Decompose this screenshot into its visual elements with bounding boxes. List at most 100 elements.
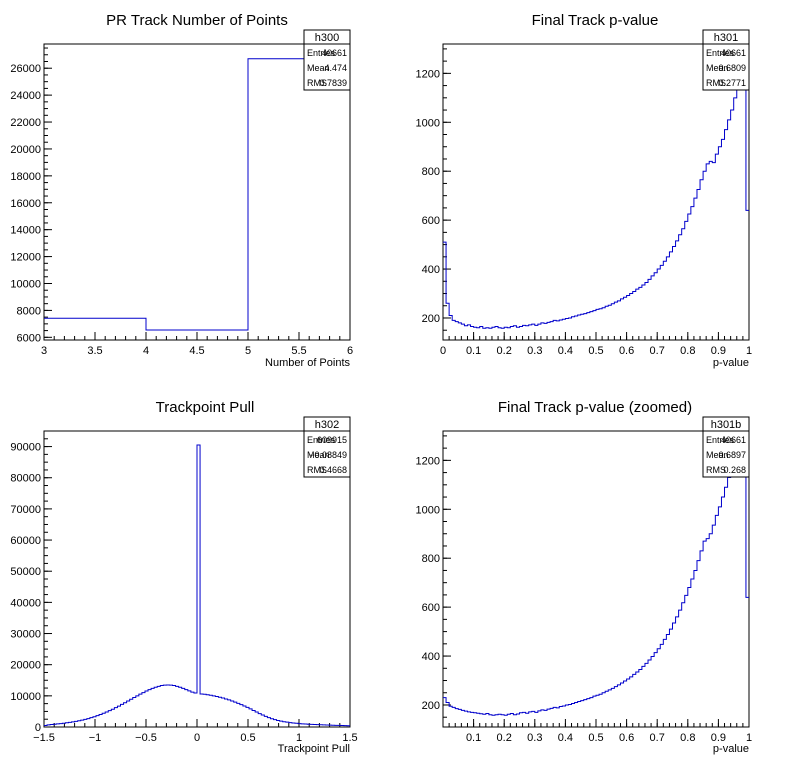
stats-label: RMS [706, 78, 726, 88]
y-tick-label: 14000 [10, 225, 41, 237]
stats-name: h302 [315, 419, 339, 431]
x-tick-label: 0.6 [619, 732, 634, 744]
x-tick-label: −0.5 [135, 732, 157, 744]
x-tick-label: 3 [41, 345, 47, 357]
x-axis-label: Number of Points [265, 357, 350, 369]
x-tick-label: 4.5 [189, 345, 204, 357]
y-tick-label: 600 [422, 602, 440, 614]
x-tick-label: 5.5 [291, 345, 306, 357]
stats-label: Mean [706, 63, 729, 73]
y-tick-label: 1200 [416, 68, 440, 80]
x-tick-label: 0.8 [680, 345, 695, 357]
histogram-line [44, 58, 350, 331]
y-tick-label: 50000 [10, 566, 41, 578]
y-tick-label: 6000 [17, 332, 41, 344]
y-tick-label: 400 [422, 651, 440, 663]
stats-label: RMS [307, 78, 327, 88]
x-tick-label: 0.9 [711, 732, 726, 744]
y-tick-label: 26000 [10, 63, 41, 75]
stats-value: 0.6897 [718, 450, 746, 460]
stats-label: Mean [307, 63, 330, 73]
stats-value: 0.268 [723, 465, 746, 475]
y-tick-label: 200 [422, 313, 440, 325]
y-tick-label: 70000 [10, 504, 41, 516]
stats-name: h301b [711, 419, 742, 431]
x-tick-label: 0.2 [497, 732, 512, 744]
histogram-line [443, 75, 749, 329]
y-tick-label: 0 [35, 722, 41, 734]
panel-final-track-p-value-zoomed: Final Track p-value (zoomed) 0.1 0.2 0.3 0.… [416, 399, 753, 755]
x-tick-label: 0 [440, 345, 446, 357]
axis-ticks: 3 3.5 4 4.5 5 5.5 6 6000 8000 10000 12000 14000 1600… [10, 47, 353, 357]
y-tick-label: 600 [422, 215, 440, 227]
y-tick-label: 60000 [10, 535, 41, 547]
y-tick-label: 800 [422, 553, 440, 565]
y-tick-label: 20000 [10, 660, 41, 672]
y-tick-label: 22000 [10, 117, 41, 129]
x-tick-label: −1.5 [33, 732, 55, 744]
x-tick-label: 0.9 [711, 345, 726, 357]
y-tick-label: 16000 [10, 198, 41, 210]
y-tick-label: 12000 [10, 252, 41, 264]
stats-name: h300 [315, 32, 339, 44]
y-tick-label: 1200 [416, 455, 440, 467]
x-tick-label: 0.2 [497, 345, 512, 357]
axis-ticks: 0 0.1 0.2 0.3 0.4 0.5 0.6 0.7 0.8 0.9 120040060080… [416, 48, 752, 357]
x-tick-label: 1 [296, 732, 302, 744]
stats-label: Entries [706, 48, 735, 58]
x-tick-label: 6 [347, 345, 353, 357]
y-tick-label: 40000 [10, 597, 41, 609]
histogram-line [443, 450, 749, 716]
panel-trackpoint-pull: Trackpoint Pull −1.5 −1 −0.5 0 0.5 1 1.5 0 10000… [10, 399, 357, 755]
x-tick-label: 0.5 [588, 732, 603, 744]
stats-label: RMS [307, 465, 327, 475]
stats-label: Entries [307, 48, 336, 58]
axis-ticks: 0.1 0.2 0.3 0.4 0.5 0.6 0.7 0.8 0.9 1200400600800… [416, 435, 752, 744]
y-tick-label: 1000 [416, 117, 440, 129]
stats-value: 609915 [317, 435, 347, 445]
y-tick-label: 18000 [10, 171, 41, 183]
x-tick-label: 0.7 [650, 732, 665, 744]
x-tick-label: 1 [746, 345, 752, 357]
x-tick-label: 0.5 [240, 732, 255, 744]
stats-label: Mean [307, 450, 330, 460]
stats-value: −0.08849 [309, 450, 347, 460]
y-tick-label: 10000 [10, 691, 41, 703]
x-tick-label: 0.1 [466, 732, 481, 744]
chart-title: PR Track Number of Points [106, 12, 288, 29]
x-tick-label: 1 [746, 732, 752, 744]
x-tick-label: 0.7 [650, 345, 665, 357]
y-tick-label: 80000 [10, 473, 41, 485]
chart-title: Final Track p-value [532, 12, 659, 29]
x-axis-label: Trackpoint Pull [278, 743, 350, 755]
histogram-line [44, 444, 350, 727]
stats-label: Mean [706, 450, 729, 460]
stats-value: 0.2771 [718, 78, 746, 88]
y-tick-label: 400 [422, 264, 440, 276]
x-axis-label: p-value [713, 357, 749, 369]
x-tick-label: 0.4 [558, 732, 573, 744]
panel-track-number-of-points: PR Track Number of Points 3 3.5 4 4.5 5 5.5 6 6… [10, 12, 353, 369]
stats-value: 0.7839 [319, 78, 347, 88]
x-tick-label: 0.4 [558, 345, 573, 357]
stats-value: 40661 [721, 48, 746, 58]
y-tick-label: 8000 [17, 305, 41, 317]
stats-value: 0.6809 [718, 63, 746, 73]
x-tick-label: 3.5 [87, 345, 102, 357]
x-tick-label: 0.3 [527, 732, 542, 744]
stats-value: 40661 [322, 48, 347, 58]
x-tick-label: 0.5 [588, 345, 603, 357]
y-tick-label: 800 [422, 166, 440, 178]
x-tick-label: 0.6 [619, 345, 634, 357]
chart-title: Trackpoint Pull [156, 399, 255, 416]
x-tick-label: 4 [143, 345, 149, 357]
stats-label: Entries [307, 435, 336, 445]
stats-label: RMS [706, 465, 726, 475]
y-tick-label: 1000 [416, 504, 440, 516]
x-tick-label: −1 [89, 732, 102, 744]
x-axis-label: p-value [713, 743, 749, 755]
